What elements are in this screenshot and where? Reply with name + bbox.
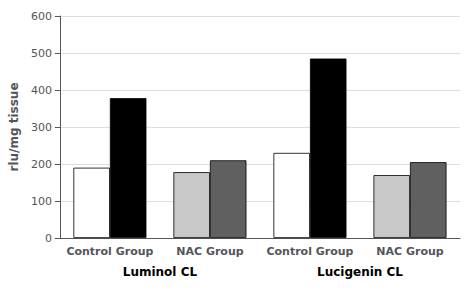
svg-text:rlu/mg tissue: rlu/mg tissue bbox=[7, 82, 21, 171]
svg-text:600: 600 bbox=[31, 10, 52, 23]
svg-text:Control Group: Control Group bbox=[66, 245, 153, 258]
svg-text:NAC Group: NAC Group bbox=[376, 245, 443, 258]
svg-text:Lucigenin CL: Lucigenin CL bbox=[317, 265, 403, 279]
svg-text:100: 100 bbox=[31, 195, 52, 208]
svg-text:500: 500 bbox=[31, 47, 52, 60]
svg-text:300: 300 bbox=[31, 121, 52, 134]
svg-text:Control Group: Control Group bbox=[266, 245, 353, 258]
svg-text:NAC Group: NAC Group bbox=[176, 245, 243, 258]
svg-text:400: 400 bbox=[31, 84, 52, 97]
svg-text:0: 0 bbox=[45, 232, 52, 245]
svg-text:Luminol CL: Luminol CL bbox=[123, 265, 198, 279]
svg-text:200: 200 bbox=[31, 158, 52, 171]
